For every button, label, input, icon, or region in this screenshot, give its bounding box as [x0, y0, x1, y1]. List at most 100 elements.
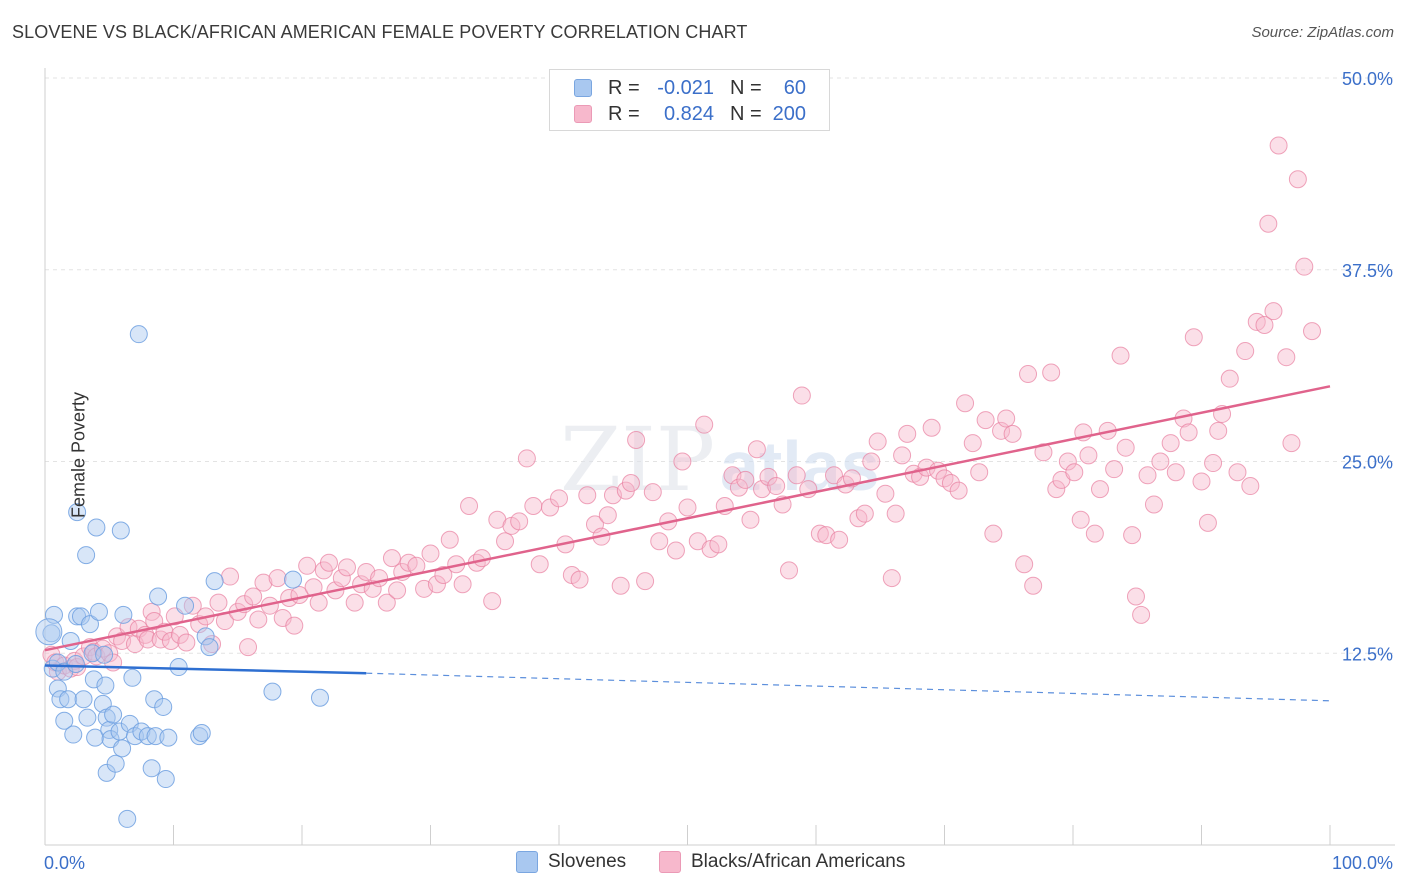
data-point-slovenes: [84, 670, 103, 689]
data-point-blacks: [434, 566, 453, 585]
legend-r-label: R =: [608, 76, 640, 99]
legend-swatch-blacks: [574, 105, 592, 123]
data-point-slovenes: [310, 688, 329, 707]
data-point-slovenes: [205, 572, 224, 591]
tick-labels: 12.5% 25.0% 37.5% 50.0% 0.0% 100.0%: [44, 69, 1393, 873]
data-point-slovenes: [192, 724, 211, 743]
legend-r-value: 0.824: [663, 102, 714, 125]
trend-line-blacks: [44, 385, 1331, 652]
legend-row-slovenes: R = -0.021 N = 60: [574, 77, 806, 99]
data-point-blacks: [1288, 170, 1307, 189]
legend-swatch-blacks: [659, 851, 681, 873]
data-point-slovenes: [96, 676, 115, 695]
data-point-blacks: [963, 434, 982, 453]
data-point-blacks: [935, 469, 954, 488]
data-point-blacks: [337, 558, 356, 577]
data-point-blacks: [1071, 510, 1090, 529]
data-point-blacks: [1079, 446, 1098, 465]
data-point-blacks: [298, 556, 317, 575]
legend-item-slovenes[interactable]: Slovenes: [516, 851, 626, 873]
data-point-blacks: [421, 544, 440, 563]
data-point-blacks: [830, 530, 849, 549]
data-point-blacks: [1179, 423, 1198, 442]
data-point-slovenes: [68, 503, 87, 522]
data-point-blacks: [729, 478, 748, 497]
data-point-blacks: [530, 555, 549, 574]
data-point-slovenes: [284, 570, 303, 589]
data-point-blacks: [736, 470, 755, 489]
data-point-blacks: [254, 573, 273, 592]
data-point-blacks: [695, 415, 714, 434]
data-point-blacks: [483, 592, 502, 611]
data-point-blacks: [1236, 342, 1255, 361]
legend-item-blacks[interactable]: Blacks/African Americans: [659, 851, 905, 873]
data-point-blacks: [382, 549, 401, 568]
data-point-blacks: [496, 532, 515, 551]
data-point-blacks: [976, 411, 995, 430]
data-point-blacks: [1042, 363, 1061, 382]
series-legend: Slovenes Blacks/African Americans: [0, 851, 1406, 877]
data-point-blacks: [767, 477, 786, 496]
y-tick-label: 50.0%: [1342, 69, 1393, 89]
data-point-blacks: [627, 431, 646, 450]
data-point-blacks: [621, 473, 640, 492]
data-point-slovenes: [77, 546, 96, 565]
y-tick-label: 25.0%: [1342, 453, 1393, 473]
data-point-blacks: [747, 440, 766, 459]
data-point-blacks: [570, 570, 589, 589]
chart-title: SLOVENE VS BLACK/AFRICAN AMERICAN FEMALE…: [12, 22, 748, 42]
data-point-blacks: [244, 587, 263, 606]
data-point-blacks: [1126, 587, 1145, 606]
legend-n-label: N =: [730, 102, 762, 125]
data-point-slovenes: [196, 627, 215, 646]
data-point-slovenes: [59, 690, 78, 709]
data-point-blacks: [440, 530, 459, 549]
data-point-slovenes: [64, 725, 83, 744]
data-point-blacks: [787, 466, 806, 485]
data-point-slovenes: [55, 711, 74, 730]
data-point-blacks: [876, 484, 895, 503]
data-point-slovenes: [118, 809, 137, 828]
legend-r-value: -0.021: [657, 76, 714, 99]
data-point-blacks: [1123, 526, 1142, 545]
source-credit: Source: ZipAtlas.com: [1251, 24, 1394, 41]
data-point-blacks: [510, 512, 529, 531]
data-point-blacks: [138, 630, 157, 649]
data-point-blacks: [862, 452, 881, 471]
data-point-blacks: [1034, 443, 1053, 462]
data-point-blacks: [650, 532, 669, 551]
data-point-blacks: [541, 498, 560, 517]
data-point-slovenes: [149, 587, 168, 606]
y-tick-label: 37.5%: [1342, 261, 1393, 281]
data-point-blacks: [239, 638, 258, 657]
series-blacks-points: [42, 136, 1322, 681]
legend-n-label: N =: [730, 76, 762, 99]
x-tick-label-end: 100.0%: [1332, 853, 1393, 873]
data-point-blacks: [1209, 421, 1228, 440]
data-point-slovenes: [71, 607, 90, 626]
data-point-slovenes: [86, 728, 105, 747]
data-point-slovenes: [146, 727, 165, 746]
data-point-blacks: [1058, 452, 1077, 471]
data-point-slovenes: [145, 690, 164, 709]
data-point-blacks: [709, 535, 728, 554]
data-point-blacks: [1204, 454, 1223, 473]
axes: [44, 68, 1395, 846]
legend-row-blacks: R = 0.824 N = 200: [574, 103, 806, 125]
data-point-blacks: [1161, 434, 1180, 453]
data-point-blacks: [183, 596, 202, 615]
data-point-blacks: [1269, 136, 1288, 155]
data-point-slovenes: [87, 518, 106, 537]
data-point-blacks: [673, 452, 692, 471]
data-point-blacks: [970, 463, 989, 482]
data-point-blacks: [922, 418, 941, 437]
data-point-blacks: [941, 473, 960, 492]
data-point-blacks: [678, 498, 697, 517]
data-point-blacks: [268, 569, 287, 588]
data-point-blacks: [550, 489, 568, 508]
data-point-blacks: [170, 625, 189, 644]
data-point-blacks: [1132, 605, 1151, 624]
data-point-blacks: [1192, 472, 1211, 491]
data-point-slovenes: [106, 754, 125, 773]
